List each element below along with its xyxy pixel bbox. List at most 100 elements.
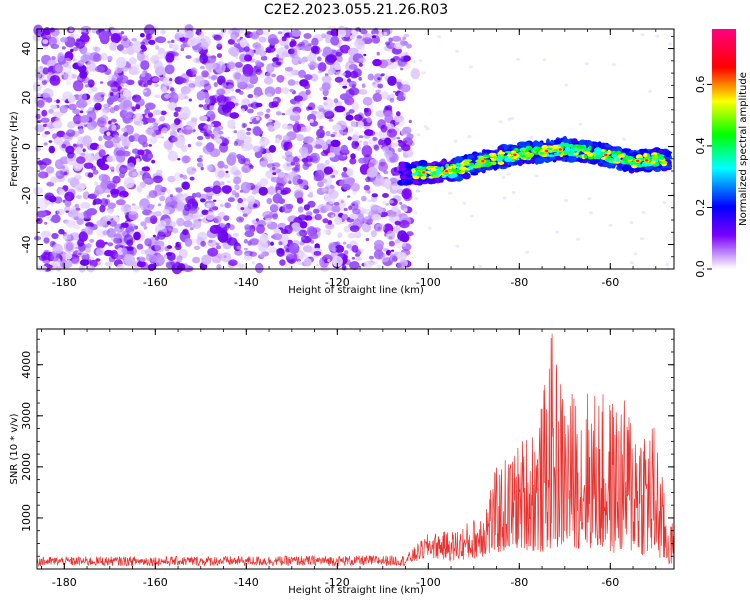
spectrogram-noise-blob [308, 233, 319, 240]
spectrogram-noise-blob [40, 230, 52, 238]
spectrogram-noise-blob [144, 24, 155, 36]
spectrogram-noise-blob [118, 75, 129, 84]
spectrogram-noise-blob [180, 44, 187, 49]
spectrogram-peak-core [558, 148, 562, 151]
spectrogram-noise-blob [61, 97, 67, 101]
spectrogram-noise-blob [402, 242, 407, 247]
spectrogram-noise-blob [391, 136, 397, 141]
spectrogram-noise-blob [313, 208, 320, 214]
spectrogram-band-blob [621, 148, 630, 154]
spectrogram-noise-blob [342, 154, 346, 157]
spectrogram-noise-blob [185, 126, 192, 130]
spectrogram-noise-blob [67, 177, 78, 185]
spectrogram-noise-blob [367, 199, 372, 203]
spectrogram-noise-blob [372, 58, 382, 67]
spectrogram-noise-blob [121, 67, 129, 72]
spectrogram-band-core [632, 161, 636, 165]
spectrogram-band-blob [404, 180, 414, 185]
spectrogram-noise-blob [148, 144, 153, 147]
spectrogram-noise-blob [269, 159, 273, 164]
spectrogram-noise-blob [76, 156, 86, 164]
spectrogram-noise-blob [315, 263, 319, 267]
spectrogram-noise-blob [372, 92, 383, 102]
spectrogram-noise-blob [371, 55, 376, 59]
spectrogram-noise-blob [180, 47, 185, 52]
spectrogram-noise-blob [111, 124, 117, 131]
spectrogram-noise-blob [117, 263, 125, 270]
spectrogram-noise-blob [99, 81, 104, 84]
spectrogram-noise-blob [370, 230, 377, 238]
spectrogram-noise-blob [385, 202, 389, 206]
spectrogram-noise-blob [75, 146, 82, 155]
spectrogram-noise-blob [343, 225, 351, 233]
spectrogram-noise-blob [437, 35, 442, 39]
spectrogram-noise-blob [277, 171, 285, 178]
spectrogram-noise-blob [363, 140, 369, 147]
spectrogram-noise-blob [383, 110, 393, 119]
spectrogram-noise-blob [314, 144, 323, 150]
spectrogram-noise-blob [154, 129, 162, 135]
spectrogram-noise-blob [404, 63, 411, 69]
spectrogram-noise-blob [122, 89, 132, 98]
spectrogram-noise-blob [351, 256, 356, 260]
spectrogram-noise-blob [266, 197, 273, 205]
spectrogram-noise-blob [555, 230, 560, 234]
spectrogram-noise-blob [403, 207, 408, 212]
spectrogram-noise-blob [243, 238, 248, 244]
snr-x-tick-label: -180 [52, 576, 77, 589]
spectrogram-noise-blob [268, 118, 273, 123]
spectrogram-noise-blob [170, 39, 175, 44]
spectrogram-noise-blob [372, 136, 378, 141]
spectrogram-noise-blob [50, 202, 54, 206]
spectrogram-y-tick-label: -20 [20, 187, 33, 205]
spectrogram-noise-blob [248, 201, 254, 206]
spectrogram-band-blob [665, 164, 673, 169]
spectrogram-band-core [500, 154, 504, 158]
spectrogram-noise-blob [215, 242, 220, 246]
spectrogram-noise-blob [132, 113, 143, 122]
spectrogram-noise-blob [305, 89, 311, 95]
spectrogram-noise-blob [155, 169, 163, 175]
spectrogram-noise-blob [253, 222, 258, 228]
spectrogram-noise-blob [578, 122, 583, 126]
spectrogram-noise-blob [371, 260, 378, 265]
spectrogram-noise-blob [220, 252, 232, 263]
spectrogram-noise-blob [84, 225, 94, 234]
spectrogram-noise-blob [403, 190, 409, 196]
spectrogram-noise-blob [176, 217, 185, 227]
spectrogram-noise-blob [397, 148, 402, 153]
spectrogram-band-blob [602, 162, 608, 167]
spectrogram-noise-blob [169, 194, 174, 198]
spectrogram-noise-blob [352, 203, 355, 206]
spectrogram-band-core [587, 152, 593, 158]
spectrogram-noise-blob [340, 200, 344, 204]
spectrogram-noise-blob [225, 170, 229, 174]
spectrogram-noise-blob [367, 73, 374, 81]
spectrogram-noise-blob [344, 70, 352, 78]
spectrogram-noise-blob [104, 198, 111, 205]
spectrogram-noise-blob [313, 250, 322, 256]
spectrogram-noise-blob [178, 242, 182, 245]
spectrogram-noise-blob [133, 205, 140, 210]
spectrogram-noise-blob [468, 65, 473, 69]
spectrogram-noise-blob [303, 82, 311, 90]
spectrogram-noise-blob [63, 71, 74, 81]
colorbar-ticks: 0.0 0.2 0.4 0.6 [694, 76, 712, 278]
spectrogram-noise-blob [320, 150, 329, 157]
spectrogram-noise-blob [161, 86, 168, 94]
spectrogram-noise-blob [65, 145, 75, 155]
spectrogram-noise-blob [296, 231, 305, 237]
spectrogram-noise-blob [55, 117, 61, 122]
spectrogram-noise-blob [297, 253, 309, 260]
spectrogram-noise-blob [182, 174, 188, 180]
spectrogram-band-blob [566, 156, 577, 163]
spectrogram-noise-blob [99, 163, 110, 171]
spectrogram-noise-blob [291, 111, 300, 116]
spectrogram-peak-core [422, 171, 426, 174]
spectrogram-noise-blob [406, 43, 412, 49]
spectrogram-noise-blob [385, 105, 393, 111]
spectrogram-noise-blob [380, 74, 384, 77]
spectrogram-noise-blob [254, 95, 258, 99]
spectrogram-noise-blob [315, 136, 320, 140]
spectrogram-noise-blob [172, 247, 177, 252]
